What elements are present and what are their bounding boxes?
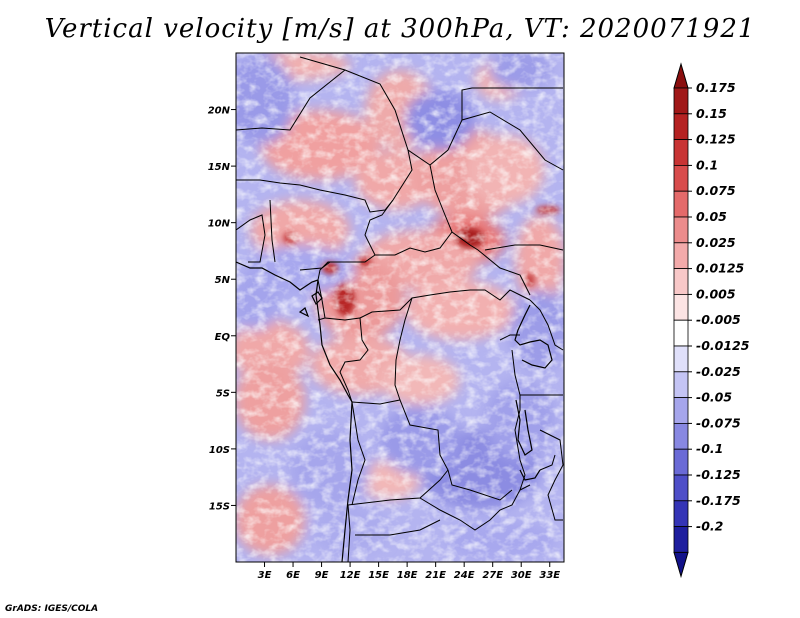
lon-label: 21E	[425, 570, 446, 581]
lat-label: 20N	[208, 106, 231, 117]
colorbar-swatch	[673, 87, 689, 115]
lat-label: 15N	[208, 162, 231, 173]
colorbar-label: -0.05	[696, 390, 732, 405]
colorbar-top-arrow	[673, 62, 689, 89]
chart-title: Vertical velocity [m/s] at 300hPa, VT: 2…	[44, 14, 756, 44]
lat-label: 15S	[209, 501, 230, 512]
colorbar-label: 0.175	[696, 80, 736, 95]
colorbar-label: -0.075	[696, 415, 741, 430]
colorbar-swatch	[673, 216, 689, 244]
speckle-texture	[236, 53, 564, 562]
map-area	[236, 53, 564, 562]
lat-label: 10N	[208, 219, 231, 230]
colorbar-swatch	[673, 139, 689, 166]
colorbar-label: -0.025	[696, 364, 741, 379]
colorbar-swatch	[673, 242, 689, 270]
lon-label: 3E	[258, 570, 272, 581]
colorbar-swatch	[673, 448, 689, 476]
colorbar-label: -0.175	[696, 493, 741, 508]
colorbar-label: -0.125	[696, 467, 741, 482]
colorbar-swatch	[673, 268, 689, 295]
colorbar-label: -0.005	[696, 312, 741, 327]
colorbar-label: 0.1	[696, 157, 718, 172]
longitude-axis: 3E 6E 9E 12E 15E 18E 21E 24E 27E 30E 33E	[258, 562, 560, 581]
colorbar-label: 0.15	[696, 106, 727, 121]
colorbar-swatch	[673, 500, 689, 527]
colorbar-label: 0.075	[696, 183, 736, 198]
colorbar-swatch	[673, 474, 689, 502]
latitude-axis: 20N 15N 10N 5N EQ 5S 10S 15S	[208, 106, 236, 512]
lon-label: 18E	[397, 570, 418, 581]
lat-label: 5N	[215, 275, 231, 286]
lon-label: 9E	[315, 570, 329, 581]
lon-label: 27E	[482, 570, 503, 581]
lon-label: 15E	[368, 570, 389, 581]
map-frame	[235, 52, 565, 563]
lon-label: 12E	[340, 570, 361, 581]
colorbar-label: 0.025	[696, 235, 736, 250]
lon-label: 6E	[286, 570, 300, 581]
colorbar-swatch	[673, 371, 689, 398]
colorbar-swatch	[673, 397, 689, 424]
lon-label: 24E	[454, 570, 475, 581]
coastlines	[236, 261, 553, 562]
colorbar-swatch	[673, 422, 689, 450]
colorbar-label: 0.05	[696, 209, 727, 224]
colorbar-bottom-arrow	[673, 551, 689, 579]
lon-label: 30E	[511, 570, 532, 581]
colorbar-label: 0.0125	[696, 261, 745, 276]
colorbar-label: 0.125	[696, 132, 736, 147]
colorbar-swatch	[673, 113, 689, 141]
colorbar-label: -0.0125	[696, 338, 750, 353]
country-borders	[236, 56, 564, 562]
colorbar-swatch	[673, 164, 689, 192]
colorbar-swatch	[673, 293, 689, 321]
lat-label: 5S	[216, 388, 230, 399]
colorbar: 0.175 0.15 0.125 0.1 0.075 0.05 0.025 0.0125 0.0…	[673, 62, 750, 579]
colorbar-swatch	[673, 345, 689, 373]
colorbar-swatch	[673, 190, 689, 218]
colorbar-swatch	[673, 319, 689, 347]
colorbar-label: -0.1	[696, 441, 723, 456]
lon-label: 33E	[539, 570, 560, 581]
lat-label: 10S	[209, 445, 230, 456]
lat-label: EQ	[215, 332, 231, 343]
colorbar-label: -0.2	[696, 519, 723, 534]
colorbar-swatch	[673, 526, 689, 553]
grads-credit: GrADS: IGES/COLA	[5, 604, 99, 614]
colorbar-label: 0.005	[696, 286, 736, 301]
